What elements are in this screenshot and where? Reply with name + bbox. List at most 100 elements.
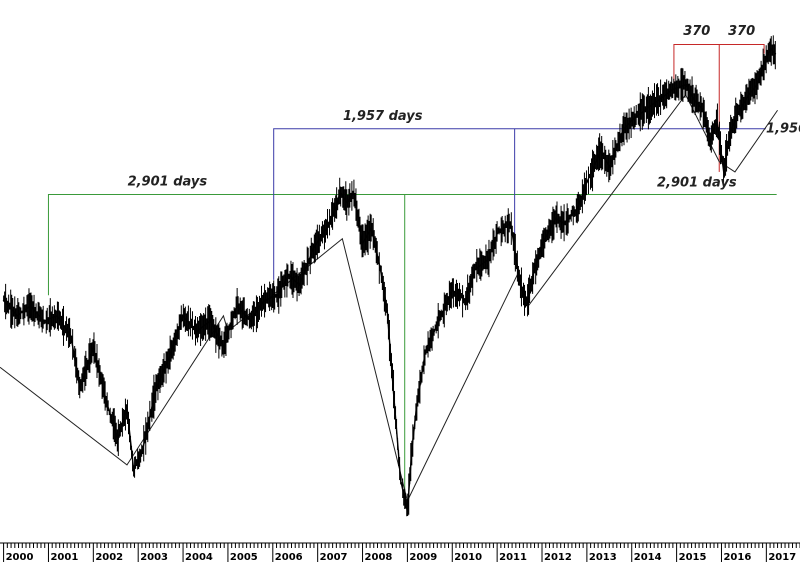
price-point (747, 94, 750, 96)
price-point (276, 294, 279, 297)
price-point (487, 258, 489, 261)
price-point (563, 222, 566, 225)
price-point (671, 88, 673, 91)
price-point (693, 99, 696, 101)
price-point (2, 299, 5, 302)
price-point (195, 330, 198, 333)
x-tick-label: 2014 (634, 552, 662, 562)
price-point (79, 387, 81, 389)
price-point (716, 119, 718, 122)
price-point (738, 109, 741, 112)
price-point (464, 299, 467, 302)
price-point (411, 448, 413, 451)
price-point (438, 320, 440, 322)
x-tick-label: 2006 (275, 552, 303, 562)
price-point (424, 351, 427, 353)
annotation-label: 370 (683, 24, 710, 39)
price-point (209, 320, 211, 322)
annotations: 2,901 days 1,957 days 2,901 days 1,956 370 37… (128, 24, 800, 190)
price-point (29, 304, 32, 307)
blue-box-outline (273, 128, 766, 280)
price-point (393, 397, 395, 399)
price-point (126, 407, 128, 410)
price-point (312, 248, 314, 250)
price-point (70, 335, 72, 338)
price-point (644, 109, 647, 112)
price-point (361, 243, 364, 245)
price-point (141, 448, 144, 451)
price-point (621, 130, 624, 132)
annotation-label: 2,901 days (128, 174, 208, 189)
price-point (379, 268, 382, 271)
price-point (168, 356, 171, 358)
green-box-outline (47, 194, 777, 296)
price-layer (2, 35, 777, 517)
price-point (56, 315, 59, 317)
price-point (352, 191, 355, 194)
price-point (92, 345, 95, 348)
price-point (509, 222, 512, 225)
price-point (532, 273, 534, 276)
price-point (586, 181, 588, 183)
price-point (630, 119, 633, 122)
price-point (325, 227, 328, 230)
x-tick-label: 2011 (499, 552, 527, 562)
price-point (554, 217, 557, 219)
x-axis: 2000 2001 2002 2003 2004 2005 2006 2007 2008 2009… (0, 542, 800, 562)
price-point (518, 279, 521, 281)
price-point (105, 402, 108, 405)
x-tick-label: 2009 (409, 552, 437, 562)
price-point (43, 320, 45, 322)
price-point (709, 140, 712, 142)
price-point (155, 387, 157, 389)
price-point (415, 407, 418, 410)
price-point (370, 227, 373, 230)
price-point (729, 130, 732, 132)
x-tick-label: 2008 (365, 552, 393, 562)
green-box (47, 194, 777, 496)
price-point (249, 320, 252, 322)
annotation-label: 1,957 days (343, 109, 423, 124)
price-point (722, 171, 725, 173)
x-tick-label: 2005 (230, 552, 258, 562)
price-point (132, 469, 135, 471)
price-point (236, 304, 238, 307)
price-point (473, 268, 476, 271)
price-point (756, 83, 759, 86)
price-point (525, 304, 528, 307)
price-point (287, 273, 290, 276)
x-axis-ticks (3, 543, 800, 562)
price-point (406, 510, 409, 512)
price-point (599, 150, 602, 153)
x-tick-label: 2003 (140, 552, 168, 562)
price-point (263, 299, 265, 302)
price-point (770, 47, 772, 50)
price-point (339, 191, 341, 194)
price-point (386, 309, 389, 312)
price-point (182, 315, 184, 317)
measurement-boxes (47, 43, 777, 496)
price-point (657, 99, 660, 101)
price-point (541, 243, 543, 245)
x-tick-label: 2012 (544, 552, 572, 562)
annotation-label: 370 (728, 24, 755, 39)
x-tick-label: 2004 (185, 552, 213, 562)
price-point (451, 289, 454, 291)
price-point (702, 109, 705, 112)
x-tick-label: 2000 (6, 552, 34, 562)
x-tick-label: 2002 (95, 552, 123, 562)
price-point (117, 438, 119, 441)
x-tick-label: 2016 (723, 552, 751, 562)
trend-layer (0, 93, 778, 503)
x-tick-label: 2015 (679, 552, 707, 562)
price-point (774, 52, 777, 55)
price-point (399, 479, 402, 482)
price-point (608, 165, 611, 168)
x-tick-label: 2017 (768, 552, 796, 562)
x-tick-label: 2013 (589, 552, 617, 562)
price-point (298, 284, 301, 286)
price-point (577, 207, 579, 209)
price-point (222, 345, 225, 348)
x-tick-label: 2010 (454, 552, 482, 562)
